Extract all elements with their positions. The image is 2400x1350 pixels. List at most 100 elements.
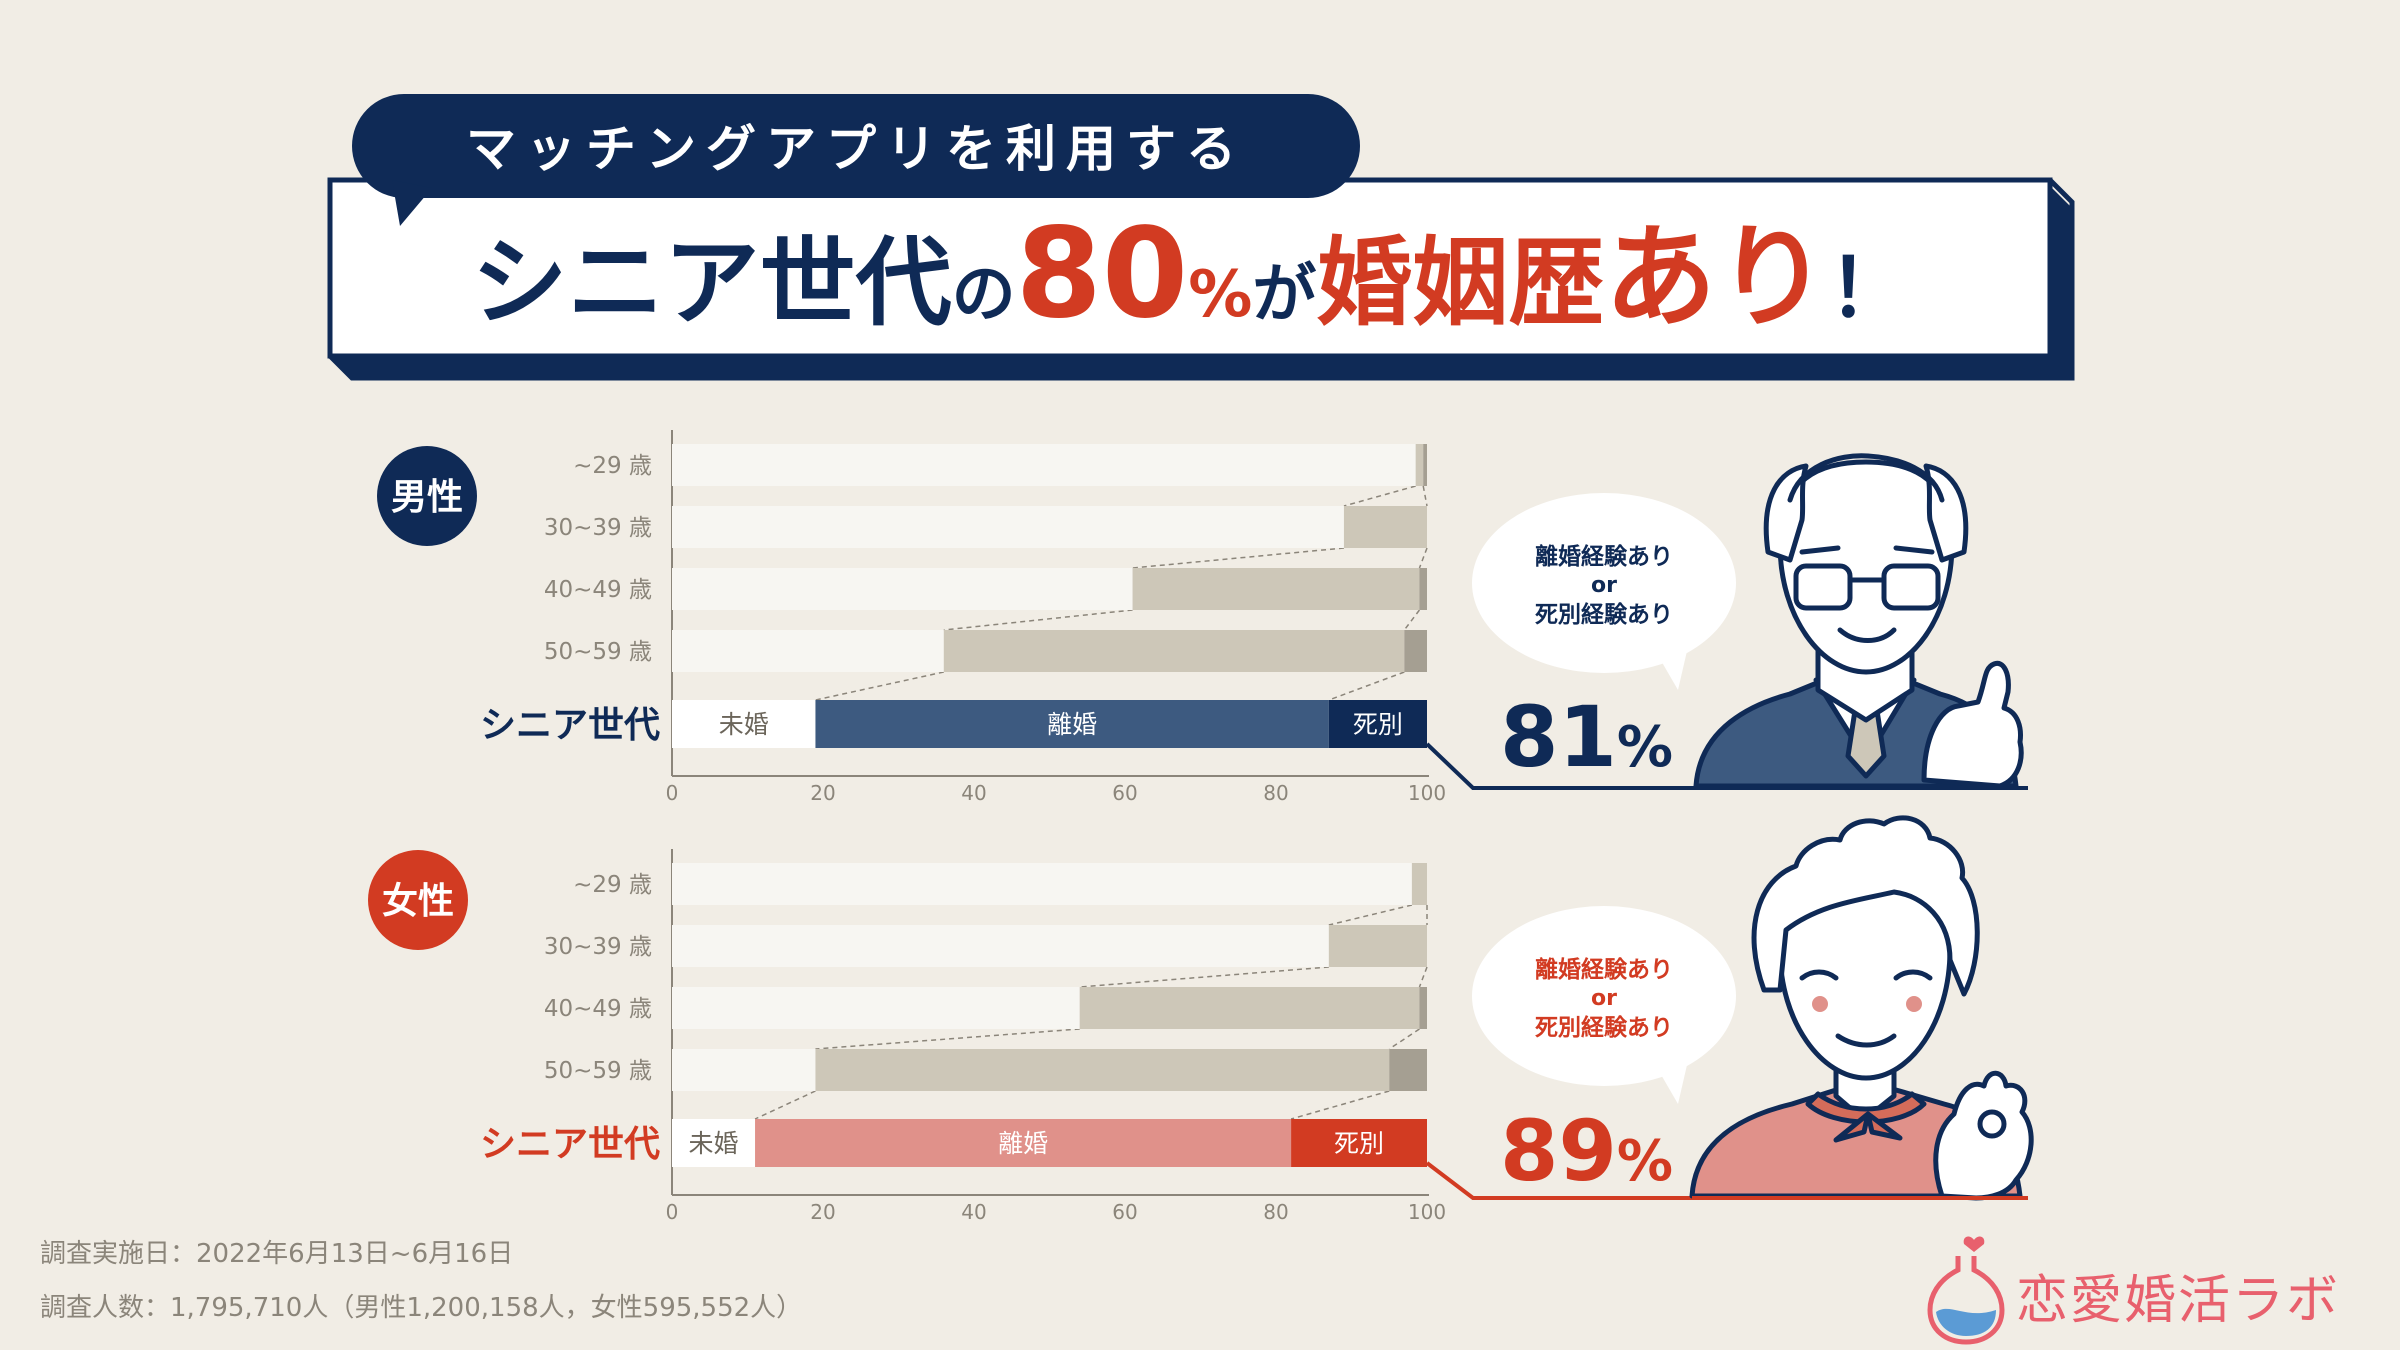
female-callout-line3: 死別経験あり	[1535, 1014, 1673, 1041]
chart-male: 男性 ~29 歳 30~39 歳 40~49 歳 50~59 歳未婚 離婚 死別 シニア世代 0…	[377, 430, 1700, 805]
male-bar-unmarried	[672, 700, 816, 748]
female-category-label: シニア世代	[480, 1124, 660, 1165]
female-bar-unmarried	[672, 863, 1412, 905]
female-x-tick-label: 40	[961, 1200, 986, 1224]
male-connector-line	[1343, 485, 1416, 507]
headline-part8: ！	[1828, 242, 1908, 335]
female-connector-line	[815, 1028, 1080, 1050]
male-bar-divorced	[815, 700, 1329, 748]
female-bar-divorced	[1079, 987, 1420, 1029]
female-x-tick-label: 80	[1263, 1200, 1288, 1224]
male-connector-line	[1403, 609, 1421, 631]
male-bar-widowed	[1423, 444, 1427, 486]
male-connector-line	[815, 671, 944, 701]
male-x-tick-label: 100	[1408, 781, 1446, 805]
female-group-label: 女性	[382, 881, 454, 922]
male-segment-label: 死別	[1353, 710, 1403, 739]
male-connector-line	[1418, 547, 1428, 569]
male-category-label: 30~39 歳	[544, 515, 652, 541]
header: マッチングアプリを利用する シニア世代の80%が婚姻歴あり！	[327, 94, 2075, 381]
female-connector-line	[1079, 966, 1329, 988]
male-bar-widowed	[1404, 630, 1427, 672]
male-bar-unmarried	[672, 506, 1344, 548]
male-bar-widowed	[1328, 700, 1427, 748]
female-callout: 離婚経験あり or 死別経験あり 89%	[1472, 906, 1736, 1200]
female-connector-line	[1388, 1028, 1420, 1050]
survey-date: 調査実施日：2022年6月13日~6月16日	[40, 1239, 513, 1269]
male-callout-bubble	[1472, 493, 1736, 673]
headline-part3: 80	[1016, 202, 1189, 346]
female-category-label: 40~49 歳	[544, 996, 652, 1022]
male-connector-line	[943, 609, 1133, 631]
female-connector-line	[754, 1090, 816, 1120]
subtitle-bubble	[352, 94, 1360, 198]
female-x-tick-label: 100	[1408, 1200, 1446, 1224]
male-bar-widowed	[1419, 568, 1427, 610]
female-segment-label: 死別	[1334, 1129, 1384, 1158]
male-bar-divorced	[1132, 568, 1420, 610]
female-percent: 89%	[1500, 1102, 1673, 1200]
female-bar-divorced	[1411, 863, 1427, 905]
female-callout-bubble	[1472, 906, 1736, 1086]
female-category-label: ~29 歳	[573, 872, 652, 898]
headline-part6: 婚姻歴	[1316, 227, 1604, 339]
male-connector-line	[1422, 485, 1428, 507]
female-bar-unmarried	[672, 987, 1080, 1029]
headline-part2: の	[952, 258, 1016, 332]
female-bar-unmarried	[672, 1049, 816, 1091]
male-callout-line3: 死別経験あり	[1535, 601, 1673, 628]
survey-count: 調査人数：1,795,710人（男性1,200,158人，女性595,552人）	[40, 1293, 802, 1323]
female-segment-label: 離婚	[998, 1129, 1048, 1158]
male-bar-unmarried	[672, 568, 1133, 610]
female-x-tick-label: 0	[666, 1200, 679, 1224]
male-category-label: ~29 歳	[573, 453, 652, 479]
female-connector-line	[1290, 1090, 1390, 1120]
headline-part4: %	[1188, 258, 1252, 332]
bubble-tail	[392, 180, 432, 226]
male-bar-divorced	[1343, 506, 1427, 548]
logo: 恋愛婚活ラボ	[1927, 1236, 2340, 1345]
female-leader-line	[1425, 1161, 1700, 1200]
female-category-label: 50~59 歳	[544, 1058, 652, 1084]
male-x-tick-label: 0	[666, 781, 679, 805]
male-leader-line	[1425, 742, 1700, 790]
female-connector-line	[1328, 904, 1413, 926]
male-x-tick-label: 60	[1112, 781, 1137, 805]
male-callout-line2: or	[1591, 573, 1617, 598]
male-x-tick-label: 20	[810, 781, 835, 805]
male-bar-divorced	[943, 630, 1405, 672]
headline-part5: が	[1252, 258, 1316, 332]
female-connector-line	[1418, 966, 1428, 988]
headline-part1: シニア世代	[472, 227, 952, 339]
female-segment-label: 未婚	[689, 1129, 739, 1158]
female-category-label: 30~39 歳	[544, 934, 652, 960]
male-segment-label: 離婚	[1047, 710, 1097, 739]
female-x-tick-label: 20	[810, 1200, 835, 1224]
female-x-tick-label: 60	[1112, 1200, 1137, 1224]
female-bar-divorced	[755, 1119, 1292, 1167]
flask-heart-icon	[1927, 1236, 2005, 1345]
male-group-label: 男性	[391, 477, 463, 518]
male-group-badge	[377, 446, 477, 546]
female-bar-widowed	[1389, 1049, 1427, 1091]
chart-female: 女性 ~29 歳 30~39 歳 40~49 歳 50~59 歳未婚 離婚 死別 シニア世代 0…	[368, 849, 1700, 1224]
male-connector-line	[1328, 671, 1405, 701]
male-x-tick-label: 80	[1263, 781, 1288, 805]
headline-banner	[327, 177, 2053, 359]
female-bar-widowed	[1419, 987, 1427, 1029]
male-category-label: 50~59 歳	[544, 639, 652, 665]
footer: 調査実施日：2022年6月13日~6月16日 調査人数：1,795,710人（男…	[40, 1239, 802, 1323]
male-callout: 離婚経験あり or 死別経験あり 81%	[1472, 493, 1736, 786]
female-callout-line2: or	[1591, 986, 1617, 1011]
female-bar-unmarried	[672, 925, 1329, 967]
woman-illustration-icon	[1689, 815, 2034, 1201]
male-percent: 81%	[1500, 688, 1673, 786]
logo-text: 恋愛婚活ラボ	[2016, 1271, 2340, 1331]
female-bar-unmarried	[672, 1119, 756, 1167]
male-bar-unmarried	[672, 444, 1416, 486]
male-connector-line	[1132, 547, 1345, 569]
male-bar-divorced	[1415, 444, 1424, 486]
female-group-badge	[368, 850, 468, 950]
male-callout-line1: 離婚経験あり	[1535, 543, 1673, 570]
headline: シニア世代の80%が婚姻歴あり！	[472, 202, 1909, 346]
